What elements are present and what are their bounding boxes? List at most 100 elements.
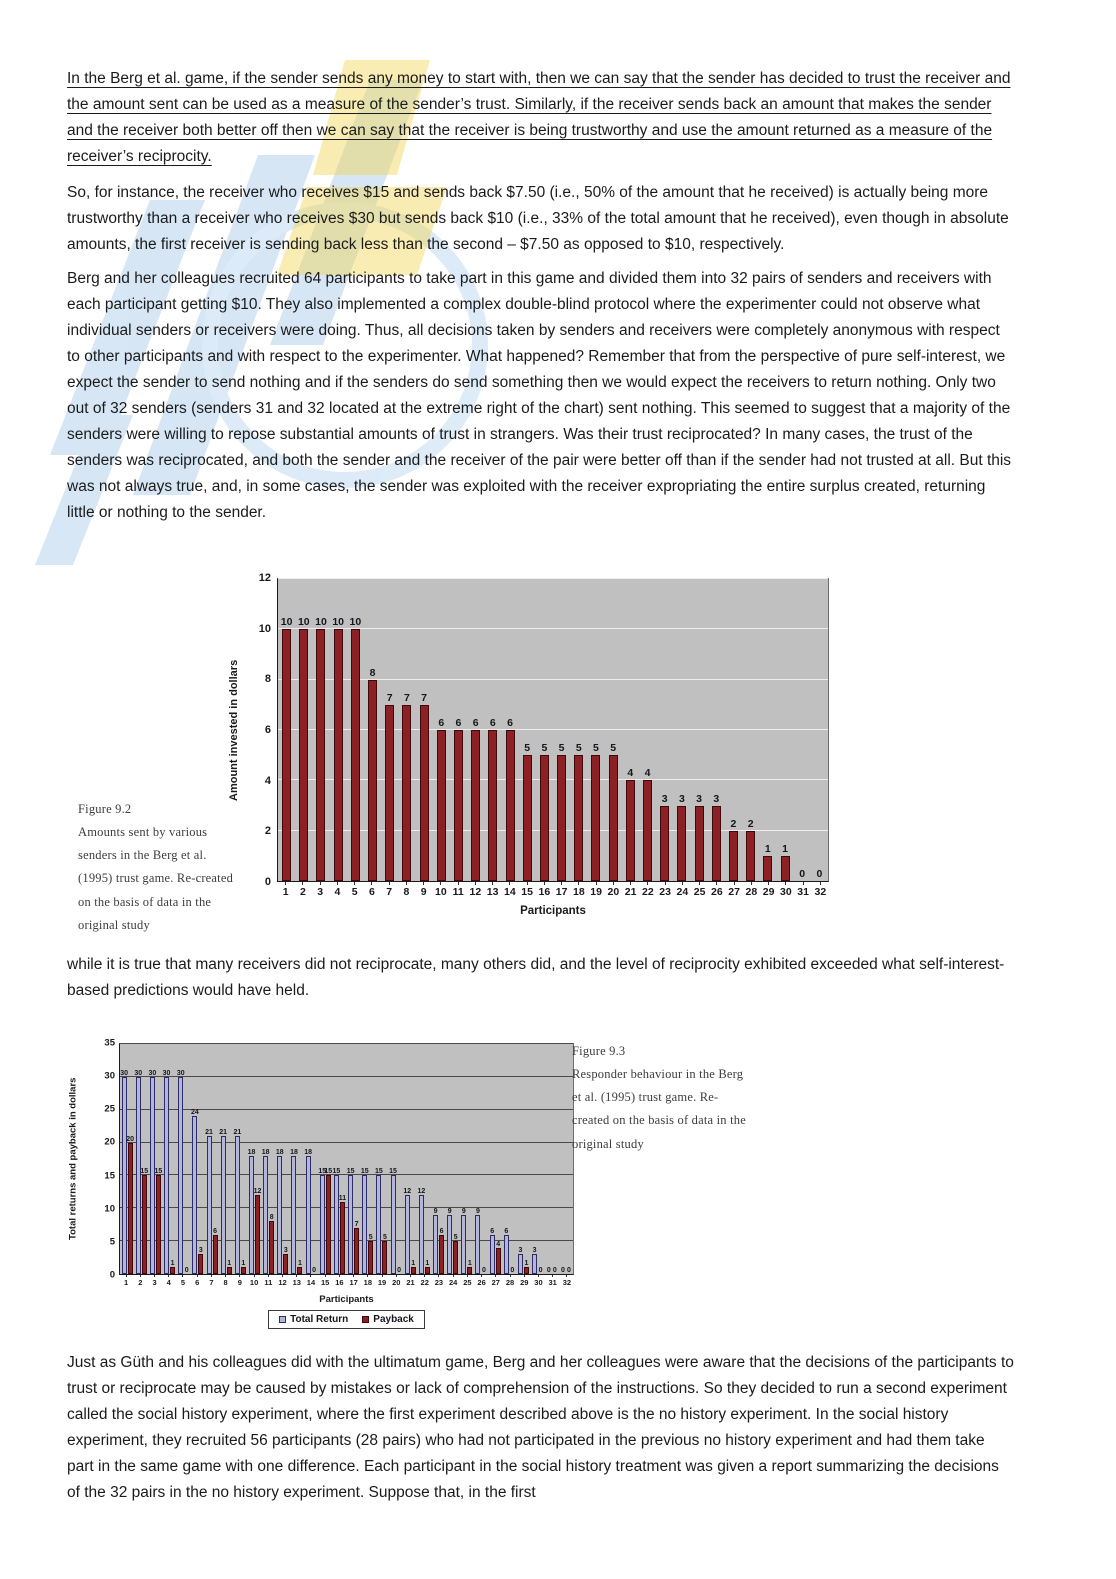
bar-slot: 6 xyxy=(453,579,463,881)
bar-slot: 5 xyxy=(539,579,549,881)
bar-slot: 9 xyxy=(447,1044,453,1274)
bar-slot: 1 xyxy=(763,579,773,881)
bar-value-label: 1 xyxy=(411,1260,416,1268)
bar-value-label: 1 xyxy=(782,842,788,855)
bar-group-participant-22: 4 xyxy=(639,579,656,881)
bar-value-label: 6 xyxy=(489,717,496,729)
bar-value-label: 5 xyxy=(541,742,548,755)
gridline xyxy=(120,1108,573,1110)
bar-value-label: 1 xyxy=(241,1260,246,1268)
bar-group-participant-20: 15 0 xyxy=(389,1044,403,1274)
bar xyxy=(453,730,463,881)
bar-value-label: 5 xyxy=(368,1234,373,1242)
bar-slot: 0 xyxy=(546,1044,552,1274)
paragraph-reciprocity-summary: while it is true that many receivers did… xyxy=(67,956,1005,999)
bar-value-label: 0 xyxy=(510,1267,515,1274)
bar-group-participant-15: 15 15 xyxy=(318,1044,332,1274)
bar-slot: 0 xyxy=(184,1044,190,1274)
x-tick-label: 9 xyxy=(233,1275,247,1287)
x-tick-label: 23 xyxy=(432,1275,446,1287)
bar xyxy=(155,1175,161,1274)
bar xyxy=(269,1221,275,1274)
bar-value-label: 2 xyxy=(730,817,737,830)
bar-value-label: 30 xyxy=(134,1069,143,1077)
bar-group-participant-10: 6 xyxy=(433,579,450,881)
bar-value-label: 18 xyxy=(304,1148,313,1156)
bar-group-participant-19: 15 5 xyxy=(375,1044,389,1274)
bar xyxy=(121,1076,127,1274)
x-tick-label: 25 xyxy=(691,882,708,898)
bar-slot: 3 xyxy=(517,1044,523,1274)
bar xyxy=(382,1241,388,1274)
bar-slot: 21 xyxy=(219,1044,227,1274)
bar-group-participant-29: 1 xyxy=(759,579,776,881)
x-tick-label: 29 xyxy=(517,1275,531,1287)
gridline xyxy=(120,1141,573,1143)
bar-slot: 1 xyxy=(424,1044,430,1274)
bar-value-label: 0 xyxy=(312,1267,317,1274)
bar-slot: 6 xyxy=(471,579,481,881)
bar-slot: 15 xyxy=(375,1044,383,1274)
x-tick-label: 19 xyxy=(375,1275,389,1287)
x-tick-label: 22 xyxy=(418,1275,432,1287)
gridline xyxy=(120,1240,573,1242)
bar xyxy=(503,1234,509,1274)
bar-slot: 3 xyxy=(677,579,687,881)
bar xyxy=(127,1142,133,1274)
x-tick-label: 27 xyxy=(489,1275,503,1287)
bar-value-label: 0 xyxy=(538,1267,543,1274)
bar-slot: 6 xyxy=(436,579,446,881)
bar-group-participant-16: 15 11 xyxy=(332,1044,346,1274)
x-tick-label: 24 xyxy=(674,882,691,898)
bar-group-participant-5: 10 xyxy=(347,579,364,881)
bar-value-label: 18 xyxy=(261,1148,270,1156)
bar-slot: 18 xyxy=(290,1044,298,1274)
bar-group-participant-25: 3 xyxy=(691,579,708,881)
bar-slot: 18 xyxy=(304,1044,313,1274)
bar-value-label: 18 xyxy=(247,1148,256,1156)
bar-slot: 6 xyxy=(489,1044,495,1274)
chart1-y-axis-ticks: 0 2 4 6 8 10 12 xyxy=(241,572,271,888)
bar-slot: 6 xyxy=(439,1044,445,1274)
x-tick-label: 5 xyxy=(346,882,363,898)
bar xyxy=(368,679,378,881)
y-tick-label: 6 xyxy=(264,724,271,736)
bar-value-label: 30 xyxy=(162,1069,171,1077)
bar-slot: 5 xyxy=(453,1044,459,1274)
bar-slot: 18 xyxy=(247,1044,256,1274)
bar-slot: 5 xyxy=(557,579,567,881)
bar-value-label: 4 xyxy=(627,767,634,780)
paragraph-berg-experiment: Berg and her colleagues recruited 64 par… xyxy=(67,270,1012,521)
bar-slot: 2 xyxy=(746,579,756,881)
bar-group-participant-32: 0 xyxy=(811,579,828,881)
bar xyxy=(410,1267,416,1274)
bar-value-label: 0 xyxy=(560,1267,565,1274)
bar-slot: 15 xyxy=(347,1044,354,1274)
bar-slot: 15 xyxy=(389,1044,397,1274)
bar-value-label: 0 xyxy=(566,1267,571,1274)
bar-value-label: 5 xyxy=(524,742,531,755)
bar-value-label: 10 xyxy=(297,616,310,629)
bar-value-label: 4 xyxy=(496,1240,501,1248)
bar-slot: 7 xyxy=(419,579,429,881)
x-tick-label: 30 xyxy=(531,1275,545,1287)
bar-value-label: 15 xyxy=(140,1168,149,1176)
bar xyxy=(471,730,481,881)
bar xyxy=(206,1136,212,1274)
bar-slot: 4 xyxy=(643,579,653,881)
bar-slot: 0 xyxy=(815,579,824,881)
x-tick-label: 12 xyxy=(467,882,484,898)
paragraph-social-history-experiment: Just as Güth and his colleagues did with… xyxy=(67,1354,1014,1501)
x-tick-label: 13 xyxy=(290,1275,304,1287)
x-tick-label: 10 xyxy=(432,882,449,898)
bar xyxy=(135,1076,141,1274)
x-tick-label: 1 xyxy=(277,882,294,898)
bar-group-participant-22: 12 1 xyxy=(417,1044,431,1274)
bar-slot: 21 xyxy=(205,1044,213,1274)
bar-value-label: 6 xyxy=(472,717,479,729)
